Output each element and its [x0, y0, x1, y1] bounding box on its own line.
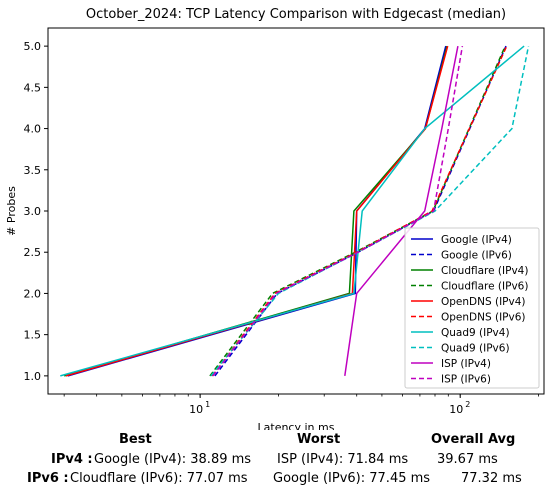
latency-chart: October_2024: TCP Latency Comparison wit…	[5, 7, 545, 430]
series-line-4	[65, 45, 449, 377]
y-tick-label: 4.0	[24, 123, 42, 136]
summary-ipv4-worst: ISP (IPv4): 71.84 ms	[277, 452, 409, 467]
x-tick-label: 10	[189, 403, 203, 416]
y-tick-label: 5.0	[24, 40, 42, 53]
series-line-0	[67, 45, 447, 377]
x-tick-label: 10	[449, 403, 463, 416]
y-axis: 1.0 1.5 2.0 2.5 3.0 3.5 4.0 4.5 5.0	[24, 40, 48, 383]
summary-ipv6-avg: 77.32 ms	[461, 471, 522, 486]
series-line-8	[344, 45, 459, 377]
y-tick-label: 2.0	[24, 287, 42, 300]
chart-title: October_2024: TCP Latency Comparison wit…	[86, 7, 506, 22]
y-axis-label: # Probes	[5, 186, 18, 236]
summary-ipv4-best: Google (IPv4): 38.89 ms	[94, 452, 252, 467]
summary-ipv4-avg: 39.67 ms	[437, 452, 498, 467]
legend: Google (IPv4) Google (IPv6) Cloudflare (IP…	[404, 227, 540, 389]
summary-header-worst: Worst	[297, 432, 341, 447]
legend-entry: OpenDNS (IPv6)	[441, 312, 526, 324]
series-line-6	[60, 45, 525, 377]
x-axis-label: Latency in ms	[258, 421, 335, 430]
legend-entry: Cloudflare (IPv6)	[441, 281, 528, 293]
summary-ipv6-best: Cloudflare (IPv6): 77.07 ms	[70, 471, 248, 486]
series-line-9	[212, 45, 464, 377]
legend-entry: ISP (IPv6)	[441, 374, 491, 386]
y-tick-label: 4.5	[24, 81, 42, 94]
legend-entry: ISP (IPv4)	[441, 358, 491, 370]
y-tick-label: 1.5	[24, 329, 42, 342]
y-tick-label: 1.0	[24, 370, 42, 383]
legend-frame	[404, 227, 540, 389]
y-tick-label: 3.5	[24, 164, 42, 177]
legend-entry: Google (IPv6)	[441, 250, 512, 262]
x-axis: 10 1 10 2	[63, 394, 539, 416]
summary-ipv4-label: IPv4 :	[51, 452, 93, 467]
y-tick-label: 3.0	[24, 205, 42, 218]
legend-entry: OpenDNS (IPv4)	[441, 296, 526, 308]
x-tick-exponent: 1	[205, 400, 210, 409]
series-line-7	[210, 45, 530, 377]
legend-entry: Cloudflare (IPv4)	[441, 265, 528, 277]
summary-header-avg: Overall Avg	[431, 432, 516, 447]
y-tick-label: 2.5	[24, 246, 42, 259]
legend-entry: Quad9 (IPv4)	[441, 327, 510, 339]
x-tick-exponent: 2	[465, 400, 470, 409]
summary-ipv6-label: IPv6 :	[27, 471, 69, 486]
summary-header-best: Best	[119, 432, 152, 447]
series-line-2	[63, 45, 448, 377]
legend-entry: Google (IPv4)	[441, 234, 512, 246]
legend-entry: Quad9 (IPv6)	[441, 343, 510, 355]
series-lines	[60, 45, 530, 377]
summary-ipv6-worst: Google (IPv6): 77.45 ms	[273, 471, 431, 486]
